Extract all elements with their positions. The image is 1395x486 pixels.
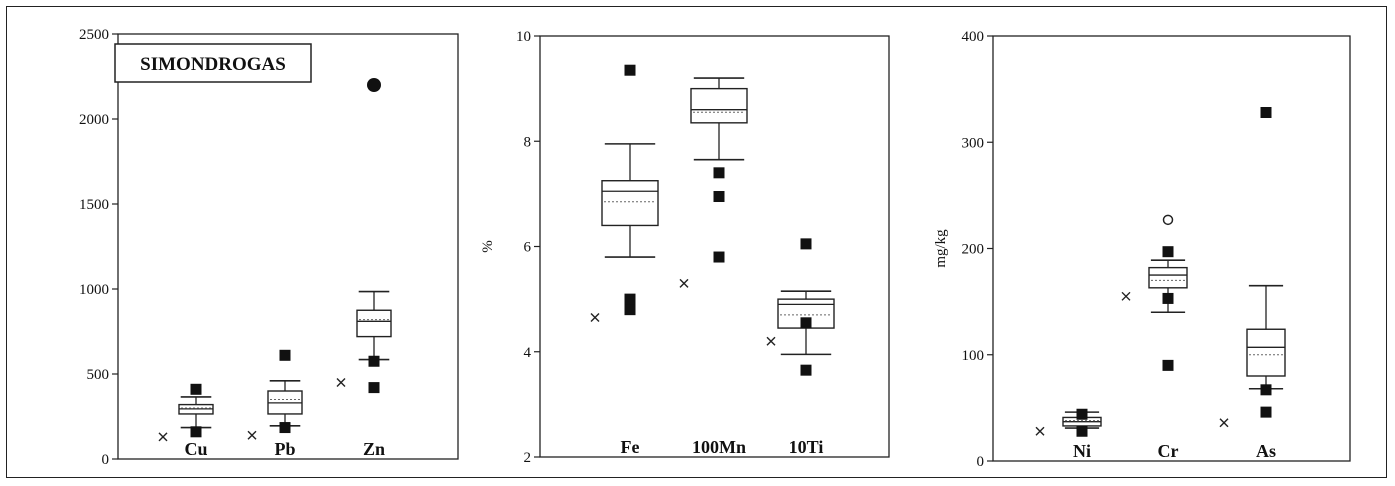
box-Fe	[590, 64, 659, 323]
box-Cr	[1121, 214, 1188, 371]
cross-marker	[1121, 291, 1131, 301]
chart-title: SIMONDROGAS	[140, 54, 286, 75]
box-100Mn	[679, 77, 748, 288]
y-tick-label: 100	[962, 348, 985, 364]
y-tick-label: 0	[102, 452, 110, 468]
outer-frame	[6, 6, 1387, 478]
category-label: Pb	[274, 439, 295, 459]
panel-3: 0 100 200 300 400 mg/kg Ni Cr As	[933, 29, 1351, 470]
box-Cu	[158, 383, 214, 442]
box-iqr	[601, 180, 659, 227]
outlier-point	[800, 317, 812, 329]
box-10Ti	[766, 238, 835, 376]
outlier-point	[368, 382, 380, 394]
category-label: 10Ti	[789, 437, 824, 457]
category-label: Fe	[621, 437, 640, 457]
cross-marker	[247, 430, 257, 440]
y-tick-label: 1000	[79, 282, 109, 298]
outlier-point	[279, 422, 291, 434]
outlier-point	[713, 167, 725, 179]
y-tick-label: 6	[524, 240, 532, 256]
cross-marker	[158, 432, 168, 442]
outlier-point	[624, 304, 636, 316]
cross-marker	[679, 278, 689, 288]
category-label: Zn	[363, 439, 385, 459]
box-iqr	[1148, 266, 1188, 289]
category-label: 100Mn	[692, 437, 746, 457]
panel-1: 0 500 1000 1500 2000 2500 Cu Pb Zn	[79, 27, 459, 468]
plot-frame	[117, 33, 459, 460]
outlier-point	[1260, 406, 1272, 418]
category-label: As	[1256, 441, 1276, 461]
outlier-point	[1162, 292, 1174, 304]
outlier-point	[190, 426, 202, 438]
cross-marker	[1219, 418, 1229, 428]
cross-marker	[766, 336, 776, 346]
outlier-point	[713, 191, 725, 203]
outlier-point	[1076, 408, 1088, 420]
outlier-point	[624, 64, 636, 76]
outlier-point	[368, 355, 380, 367]
y-tick-label: 300	[962, 135, 985, 151]
y-tick-label: 400	[962, 29, 985, 45]
panel-2: 2 4 6 8 10% Fe 100Mn 10Ti	[480, 29, 890, 466]
outlier-point	[1162, 214, 1174, 226]
outlier-point	[1076, 425, 1088, 437]
y-tick-label: 10	[516, 29, 531, 45]
box-iqr	[356, 309, 392, 338]
outlier-point	[1162, 246, 1174, 258]
outlier-point	[1260, 107, 1272, 118]
chart-title-box: SIMONDROGAS	[114, 43, 312, 83]
y-axis-title: mg/kg	[933, 229, 949, 268]
box-Pb	[247, 349, 303, 440]
cross-marker	[1035, 426, 1045, 436]
box-iqr	[1246, 328, 1286, 377]
category-label: Ni	[1073, 441, 1091, 461]
outlier-point	[624, 293, 636, 305]
y-tick-label: 1500	[79, 197, 109, 213]
box-Ni	[1035, 408, 1102, 437]
outlier-point	[1162, 359, 1174, 371]
box-As	[1219, 107, 1286, 428]
y-tick-label: 2	[524, 450, 532, 466]
y-tick-label: 2000	[79, 112, 109, 128]
outlier-point	[800, 238, 812, 250]
y-tick-label: 500	[87, 367, 110, 383]
box-iqr	[690, 87, 748, 124]
outlier-point	[1260, 384, 1272, 396]
y-tick-label: 2500	[79, 27, 109, 43]
box-Zn	[336, 78, 392, 394]
y-tick-label: 200	[962, 242, 985, 258]
y-tick-label: 0	[977, 454, 985, 470]
title-frame	[114, 43, 312, 83]
outlier-point	[367, 78, 381, 92]
cross-marker	[336, 378, 346, 387]
outlier-point	[713, 251, 725, 263]
category-label: Cu	[184, 439, 207, 459]
outlier-point	[800, 364, 812, 376]
y-tick-label: 4	[524, 345, 532, 361]
cross-marker	[590, 313, 600, 323]
y-tick-label: 8	[524, 134, 532, 150]
category-label: Cr	[1158, 441, 1179, 461]
outlier-point	[190, 383, 202, 395]
outlier-point	[279, 349, 291, 361]
y-axis-title: %	[480, 240, 496, 253]
